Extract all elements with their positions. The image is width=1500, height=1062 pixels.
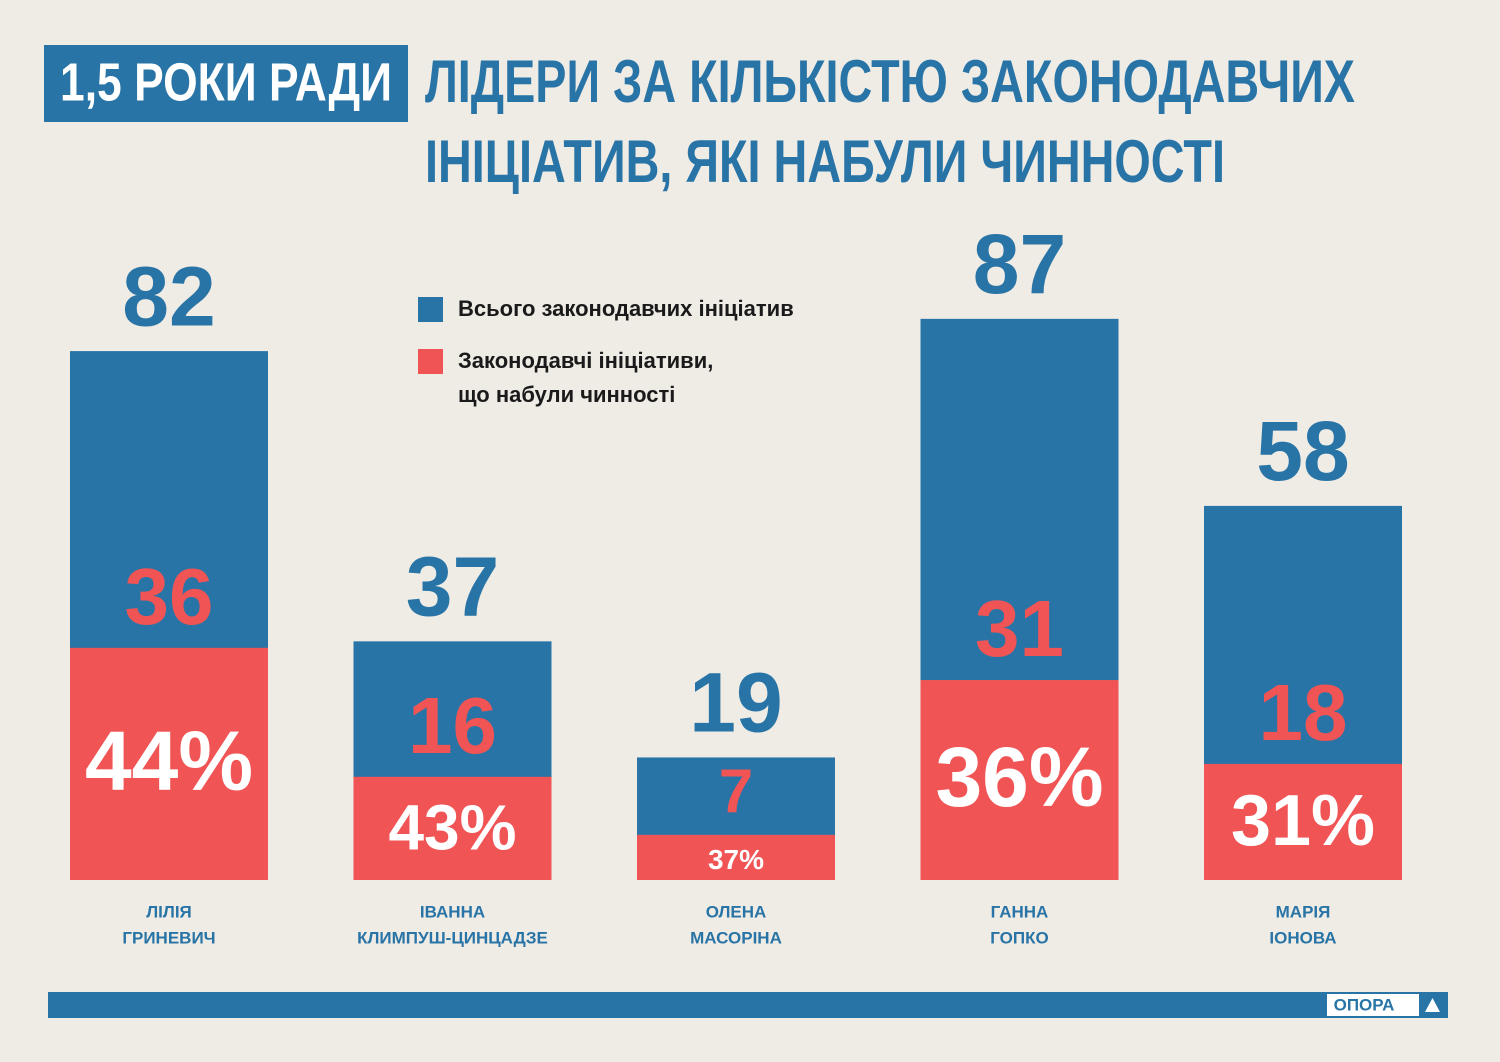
legend-label: Законодавчі ініціативи,: [458, 348, 713, 373]
x-tick-label: ГОПКО: [990, 928, 1048, 947]
x-tick-label: ГАННА: [991, 902, 1049, 921]
share-label: 43%: [388, 791, 516, 863]
badge-box: [44, 45, 408, 122]
x-tick-label: МАРІЯ: [1276, 902, 1331, 921]
bar-passed: [637, 834, 835, 880]
x-tick-label: КЛИМПУШ-ЦИНЦАДЗЕ: [357, 928, 548, 947]
legend-swatch: [418, 349, 443, 374]
bar-passed: [70, 647, 268, 880]
passed-label: 16: [408, 681, 497, 770]
bar-passed: [353, 776, 552, 880]
bar-passed: [920, 680, 1119, 880]
footer-bar: [48, 992, 1448, 1018]
bar-passed: [1204, 763, 1402, 880]
badge: 1,5 РОКИ РАДИ: [60, 52, 392, 112]
chart-title: ІНІЦІАТИВ, ЯКІ НАБУЛИ ЧИННОСТІ: [425, 128, 1225, 195]
total-label: 82: [122, 249, 215, 343]
x-tick-label: МАСОРІНА: [690, 928, 782, 947]
share-label: 44%: [85, 714, 253, 808]
x-tick-label: ОЛЕНА: [706, 902, 767, 921]
total-label: 87: [973, 217, 1066, 311]
total-label: 58: [1256, 404, 1349, 498]
legend-label: Всього законодавчих ініціатив: [458, 296, 794, 321]
x-tick-label: ІВАННА: [420, 902, 485, 921]
total-label: 37: [406, 540, 499, 634]
logo: ОПОРА: [1334, 995, 1395, 1014]
share-label: 36%: [935, 730, 1103, 824]
total-label: 19: [689, 656, 782, 750]
share-label: 31%: [1231, 781, 1375, 861]
share-label: 37%: [708, 844, 764, 875]
legend-label: що набули чинності: [458, 382, 675, 407]
passed-label: 18: [1259, 668, 1348, 757]
legend-swatch: [418, 297, 443, 322]
x-tick-label: ІОНОВА: [1269, 928, 1336, 947]
logo-triangle: [1425, 998, 1440, 1012]
chart-title: ЛІДЕРИ ЗА КІЛЬКІСТЮ ЗАКОНОДАВЧИХ: [425, 48, 1355, 115]
x-tick-label: ГРИНЕВИЧ: [122, 928, 215, 947]
logo-box: [1327, 994, 1446, 1016]
passed-label: 7: [719, 758, 753, 827]
passed-label: 36: [125, 552, 214, 641]
x-tick-label: ЛІЛІЯ: [146, 902, 192, 921]
passed-label: 31: [975, 584, 1064, 673]
